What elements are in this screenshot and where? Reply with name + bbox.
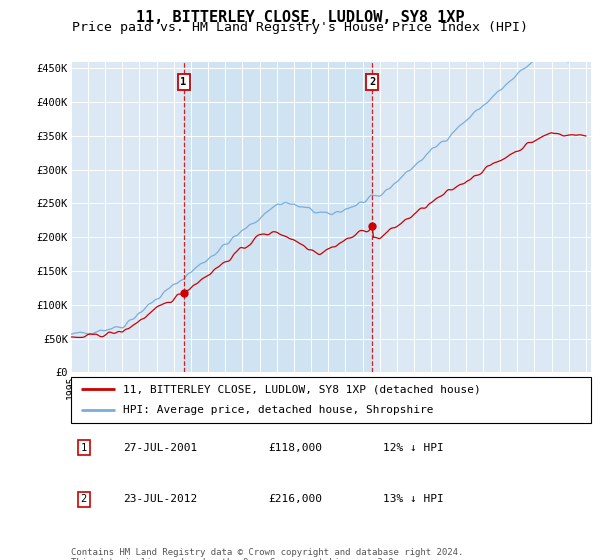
Text: £216,000: £216,000 <box>268 494 322 505</box>
Bar <box>184 62 372 372</box>
Text: 11, BITTERLEY CLOSE, LUDLOW, SY8 1XP: 11, BITTERLEY CLOSE, LUDLOW, SY8 1XP <box>136 10 464 25</box>
Text: £118,000: £118,000 <box>268 442 322 452</box>
Text: 1: 1 <box>80 442 87 452</box>
FancyBboxPatch shape <box>71 377 591 423</box>
Text: 23-JUL-2012: 23-JUL-2012 <box>123 494 197 505</box>
Text: 2: 2 <box>369 77 376 87</box>
Text: 12% ↓ HPI: 12% ↓ HPI <box>383 442 443 452</box>
Text: HPI: Average price, detached house, Shropshire: HPI: Average price, detached house, Shro… <box>123 405 433 416</box>
Text: Price paid vs. HM Land Registry's House Price Index (HPI): Price paid vs. HM Land Registry's House … <box>72 21 528 34</box>
Text: 11, BITTERLEY CLOSE, LUDLOW, SY8 1XP (detached house): 11, BITTERLEY CLOSE, LUDLOW, SY8 1XP (de… <box>123 384 481 394</box>
Text: Contains HM Land Registry data © Crown copyright and database right 2024.
This d: Contains HM Land Registry data © Crown c… <box>71 548 463 560</box>
Text: 27-JUL-2001: 27-JUL-2001 <box>123 442 197 452</box>
Text: 2: 2 <box>80 494 87 505</box>
Text: 13% ↓ HPI: 13% ↓ HPI <box>383 494 443 505</box>
Text: 1: 1 <box>181 77 187 87</box>
